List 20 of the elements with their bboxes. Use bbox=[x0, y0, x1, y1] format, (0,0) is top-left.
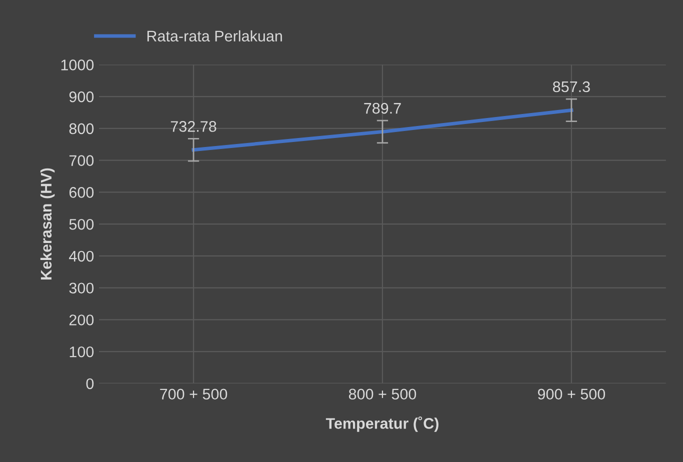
y-axis-title: Kekerasan (HV) bbox=[40, 168, 55, 280]
data-label: 857.3 bbox=[552, 81, 590, 92]
y-tick-label: 300 bbox=[69, 282, 94, 294]
x-tick-label: 700 + 500 bbox=[160, 388, 228, 400]
y-tick-label: 400 bbox=[69, 250, 94, 262]
x-axis-title: Temperatur (˚C) bbox=[326, 416, 438, 432]
y-tick-label: 800 bbox=[69, 123, 94, 134]
y-tick-label: 1000 bbox=[61, 60, 94, 70]
y-tick-label: 200 bbox=[69, 314, 94, 326]
x-tick-label: 900 + 500 bbox=[538, 388, 606, 400]
data-label: 789.7 bbox=[364, 102, 401, 114]
x-tick-label: 800 + 500 bbox=[348, 388, 416, 400]
y-tick-label: 900 bbox=[69, 91, 94, 102]
y-tick-label: 0 bbox=[86, 378, 94, 390]
y-tick-label: 100 bbox=[70, 346, 94, 358]
y-tick-label: 500 bbox=[69, 218, 94, 230]
y-tick-label: 600 bbox=[69, 187, 94, 198]
y-tick-label: 700 bbox=[69, 155, 94, 166]
legend-label: Rata-rata Perlakuan bbox=[147, 30, 282, 42]
data-label: 732.78 bbox=[170, 121, 216, 132]
